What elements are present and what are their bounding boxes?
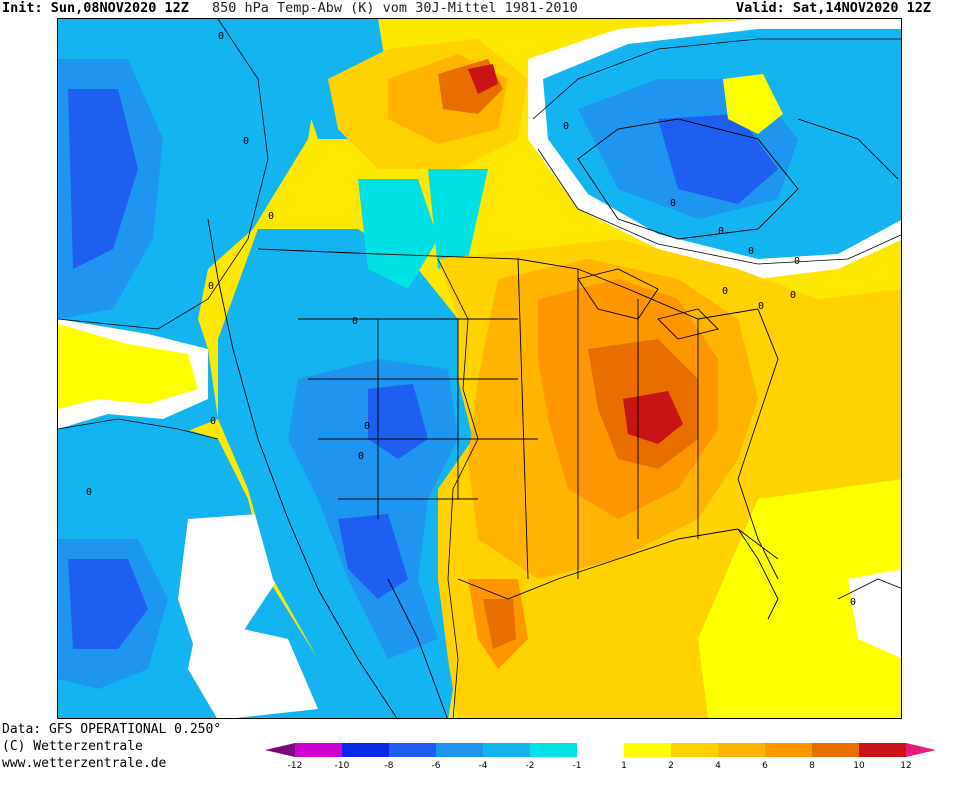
contour-label: 0	[243, 136, 249, 147]
contour-label: 0	[208, 281, 214, 292]
contour-label: 0	[358, 451, 364, 462]
legend-swatch	[483, 743, 530, 757]
legend-tick-label: 12	[900, 761, 911, 771]
legend-swatch	[436, 743, 483, 757]
legend-swatch	[859, 743, 906, 757]
legend-swatch	[718, 743, 765, 757]
contour-west	[58, 19, 269, 330]
state-lines	[298, 258, 699, 580]
contour-label: 0	[210, 416, 216, 427]
anomaly-map-svg: 0 0 0 0 0 0 0 0 0 0 0 0 0 0 0 0 0 0	[58, 19, 901, 718]
legend-tick-label: -12	[288, 761, 303, 771]
copyright-label: (C) Wetterzentrale	[2, 739, 143, 754]
chart-title: 850 hPa Temp-Abw (K) vom 30J-Mittel 1981…	[212, 0, 578, 16]
valid-time-label: Valid: Sat,14NOV2020 12Z	[736, 0, 932, 16]
legend-arrow-high	[906, 743, 936, 757]
website-link[interactable]: www.wetterzentrale.de	[2, 756, 167, 771]
hudson-bay-coast	[577, 118, 799, 240]
zero-contours	[58, 19, 901, 718]
legend-arrow-low	[265, 743, 295, 757]
great-lakes	[577, 268, 719, 340]
contour-label: 0	[748, 246, 754, 257]
mexico-coast	[387, 578, 448, 718]
florida	[737, 528, 779, 620]
contour-label: 0	[718, 226, 724, 237]
contour-hudson	[532, 38, 901, 120]
legend-swatch	[671, 743, 718, 757]
legend-tick-label: 4	[715, 761, 721, 771]
contour-label: 0	[670, 198, 676, 209]
legend-tick-label: 10	[853, 761, 865, 771]
atlantic-yellow	[698, 479, 901, 718]
anomaly-map: 0 0 0 0 0 0 0 0 0 0 0 0 0 0 0 0 0 0	[57, 18, 902, 719]
pacific-coast	[207, 218, 398, 718]
mexico-white-2	[188, 619, 318, 718]
contour-label: 0	[364, 421, 370, 432]
legend-swatch	[624, 743, 671, 757]
legend-tick-label: -2	[526, 761, 535, 771]
north-red	[468, 64, 498, 94]
canada-cyan-2	[358, 179, 438, 289]
legend-swatch	[765, 743, 812, 757]
west-deep-core	[68, 89, 138, 269]
contour-label: 0	[794, 256, 800, 267]
color-legend: -12 -10 -8 -6 -4 -2 -1 1 2 4 6 8 10 12	[255, 741, 960, 771]
contour-hudson-south	[537, 148, 901, 265]
contour-atlantic	[837, 578, 901, 600]
legend-tick-label: -1	[573, 761, 582, 771]
color-legend-svg: -12 -10 -8 -6 -4 -2 -1 1 2 4 6 8 10 12	[265, 743, 936, 771]
data-source-label: Data: GFS OPERATIONAL 0.250°	[2, 722, 222, 737]
contour-label: 0	[218, 31, 224, 42]
legend-tick-label: -10	[335, 761, 350, 771]
hudson-yellow-pocket	[723, 74, 783, 134]
legend-swatch	[295, 743, 342, 757]
map-coastlines	[207, 118, 899, 718]
legend-tick-label: 6	[762, 761, 768, 771]
contour-label: 0	[86, 487, 92, 498]
legend-tick-label: 8	[809, 761, 815, 771]
texas-orange-dark	[483, 599, 516, 649]
legend-swatch	[812, 743, 859, 757]
legend-tick-label: -4	[479, 761, 488, 771]
init-time-label: Init: Sun,08NOV2020 12Z	[2, 0, 189, 16]
legend-swatch	[342, 743, 389, 757]
legend-tick-label: -8	[385, 761, 394, 771]
canada-cyan-3	[428, 169, 488, 269]
contour-label: 0	[352, 316, 358, 327]
pacific-yellow-band	[58, 324, 198, 409]
contour-label: 0	[268, 211, 274, 222]
contour-label: 0	[563, 121, 569, 132]
legend-tick-label: -6	[432, 761, 441, 771]
contour-label: 0	[790, 290, 796, 301]
contour-label: 0	[722, 286, 728, 297]
contour-label: 0	[850, 597, 856, 608]
legend-tick-label: 2	[668, 761, 674, 771]
rockies-deep-2	[338, 514, 408, 599]
contour-rockies	[437, 258, 479, 718]
atlantic-white	[848, 569, 901, 659]
contour-labels: 0 0 0 0 0 0 0 0 0 0 0 0 0 0 0 0 0 0	[86, 31, 856, 608]
atlantic-coast	[737, 308, 779, 580]
legend-swatch	[577, 743, 624, 757]
rockies-deep-1	[368, 384, 428, 459]
contour-label: 0	[758, 301, 764, 312]
south-pacific-deep	[68, 559, 148, 649]
contour-pacific	[58, 418, 219, 440]
legend-swatch	[389, 743, 436, 757]
legend-tick-label: 1	[621, 761, 627, 771]
legend-swatch	[530, 743, 577, 757]
labrador-coast	[797, 118, 899, 180]
